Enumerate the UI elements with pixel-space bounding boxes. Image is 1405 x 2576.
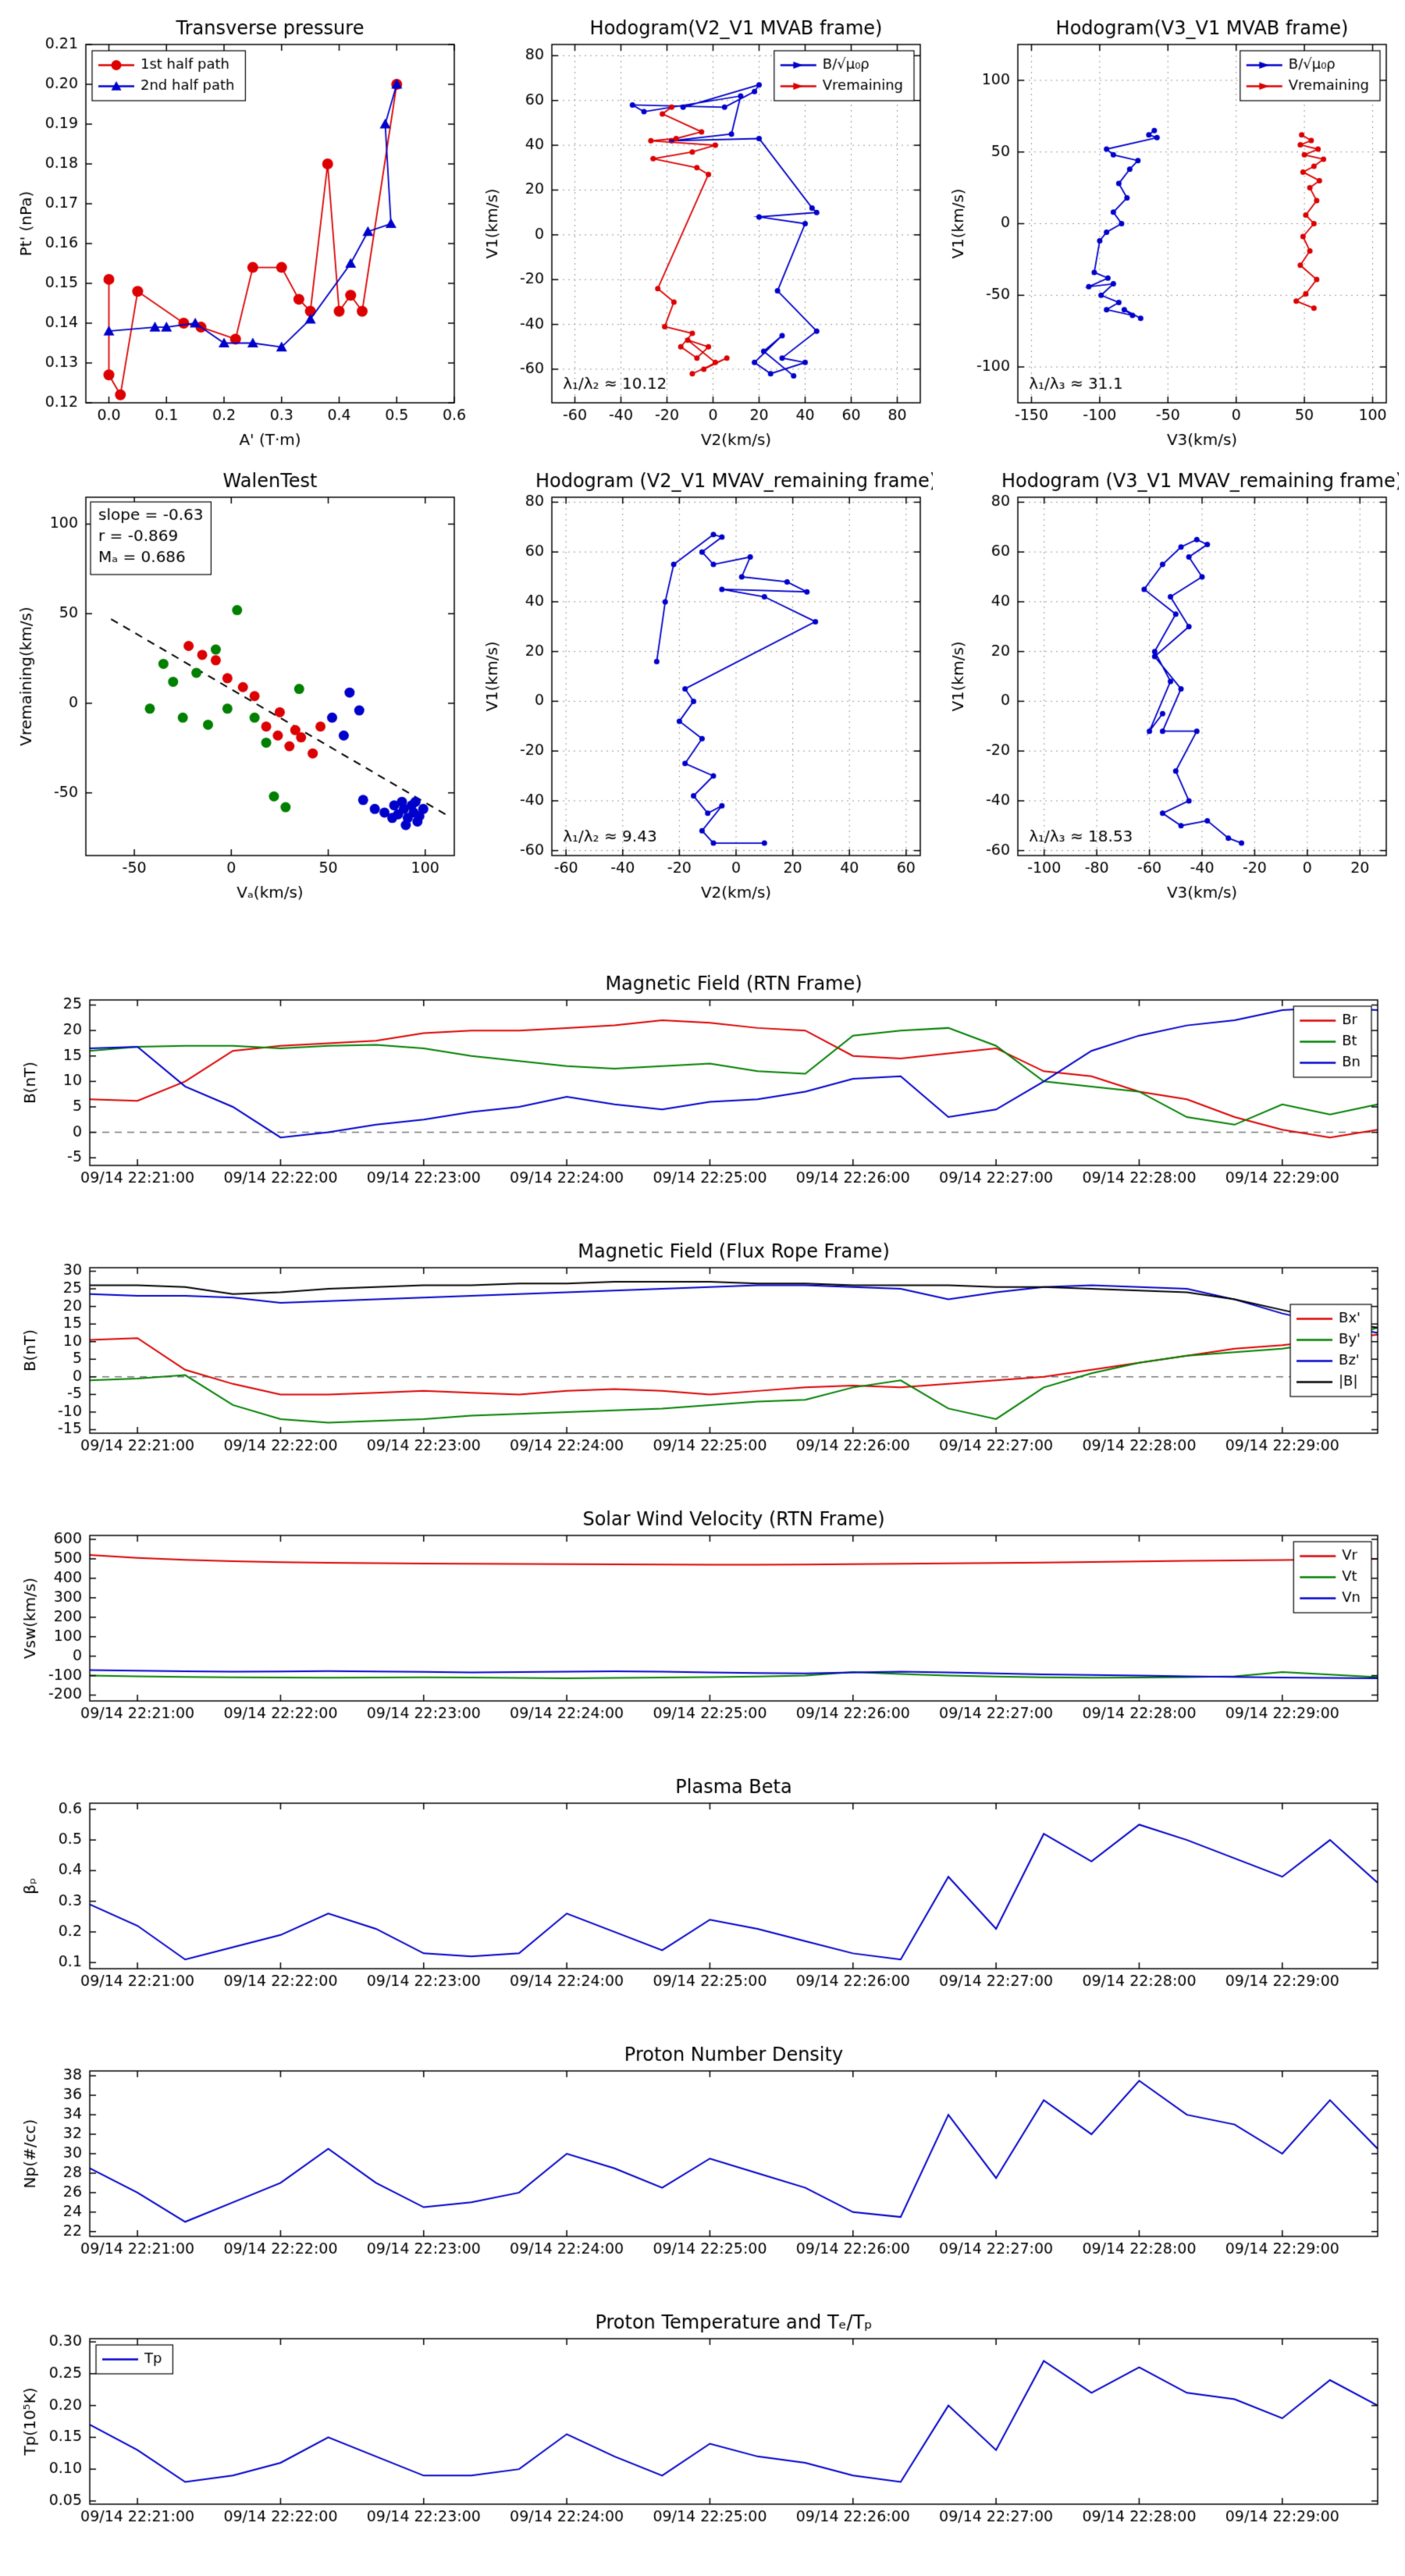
chart-proton-density [12,2035,1393,2269]
chart-solar-wind-velocity [12,1500,1393,1734]
chart-hodogram-v2v1-mvab [472,12,933,453]
chart-hodogram-v3v1-mvav [938,464,1399,906]
chart-hodogram-v2v1-mvav [472,464,933,906]
chart-magnetic-field-rtn [12,964,1393,1198]
chart-hodogram-v3v1-mvab [938,12,1399,453]
chart-transverse-pressure [6,12,467,453]
chart-walen-test [6,464,467,906]
chart-magnetic-field-flux-rope [12,1232,1393,1466]
chart-proton-temperature [12,2303,1393,2537]
chart-plasma-beta [12,1767,1393,2001]
